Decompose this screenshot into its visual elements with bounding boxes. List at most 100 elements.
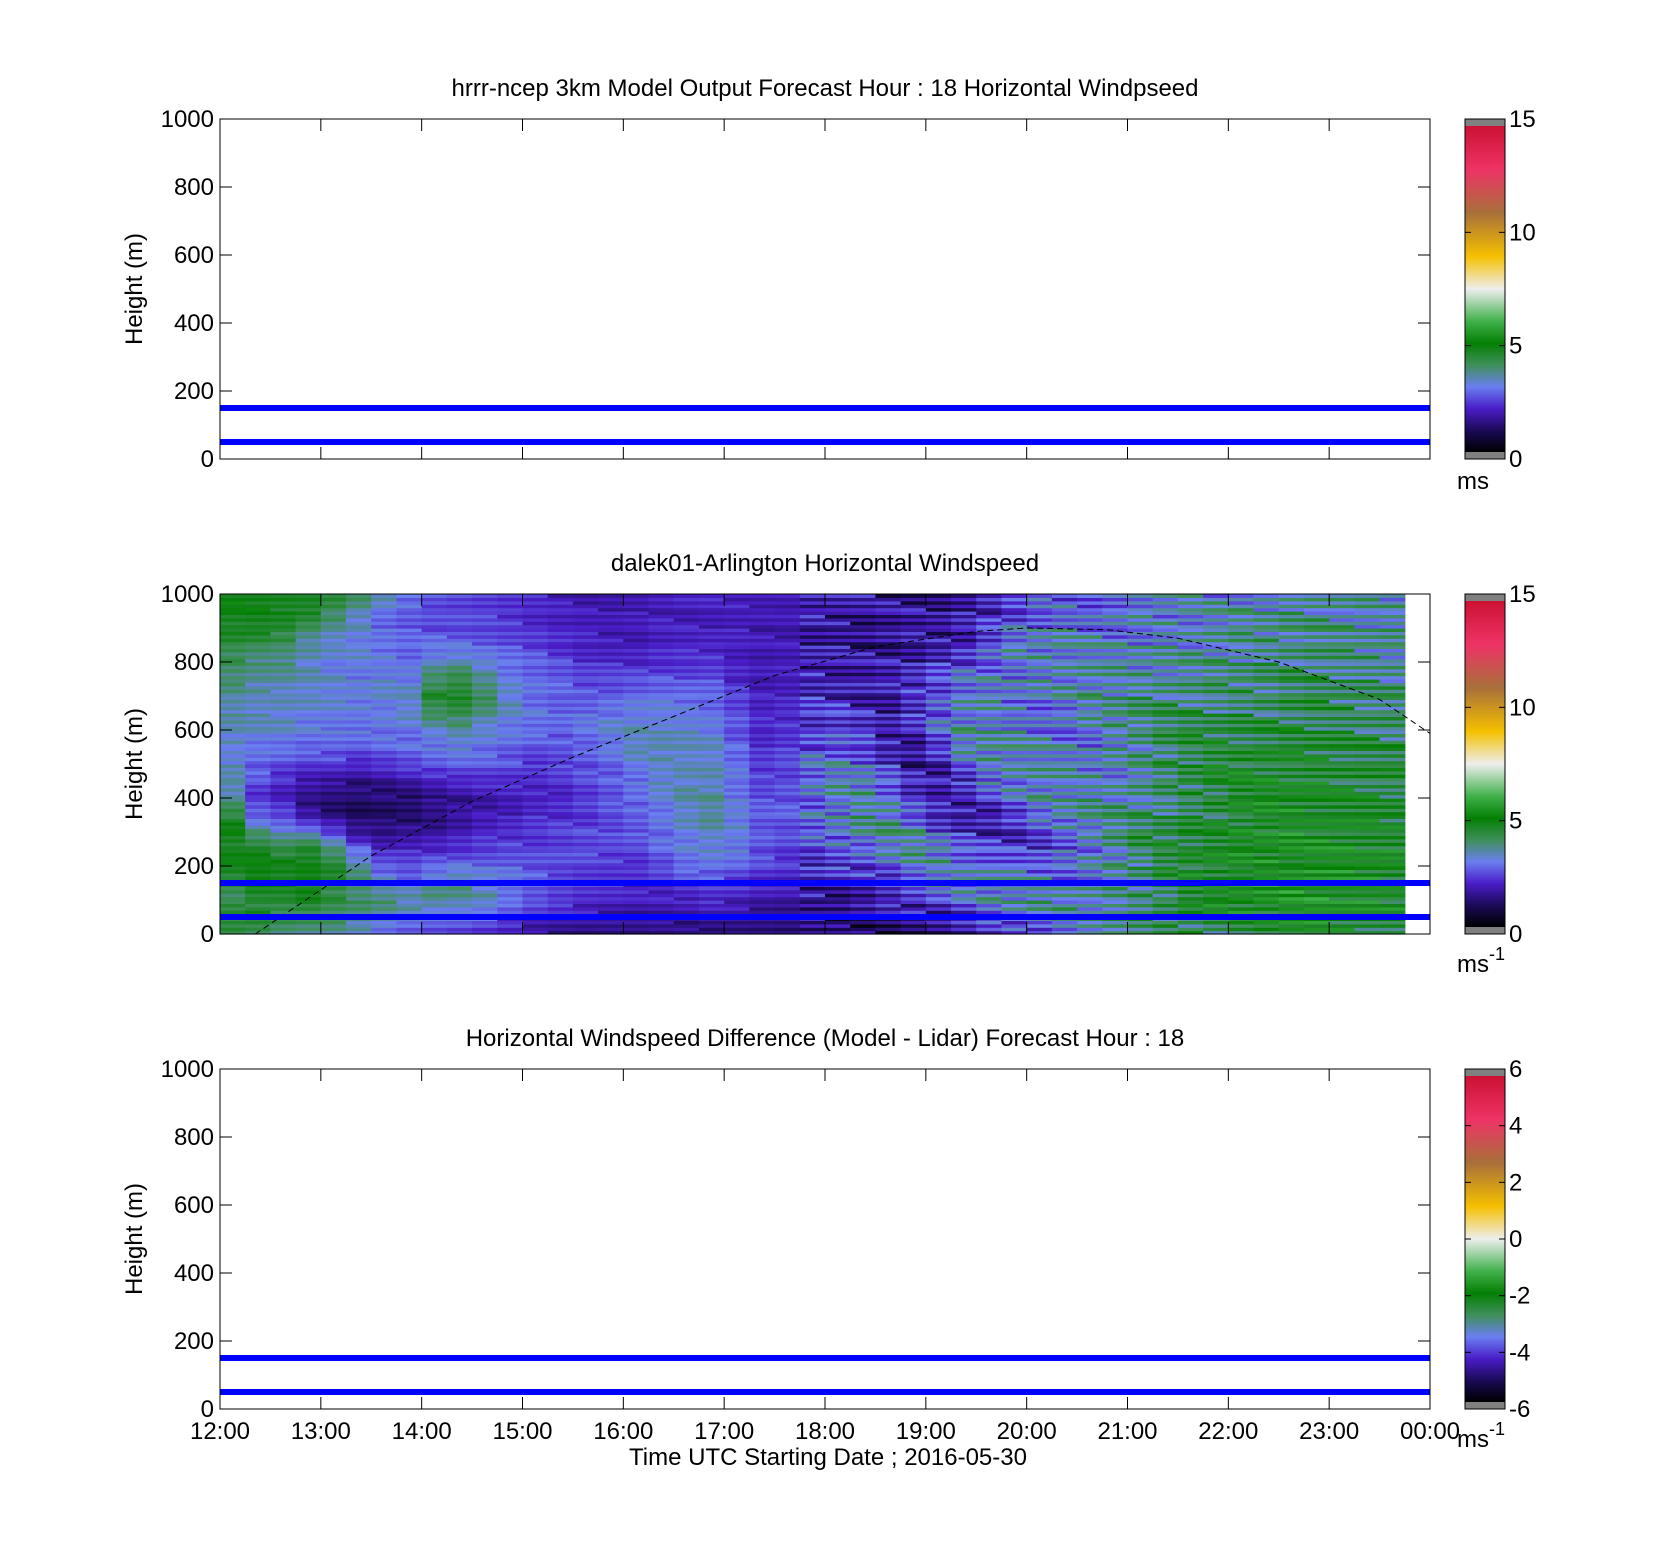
- heatmap-cell: [1253, 716, 1280, 721]
- colorbar-tick-label: 5: [1509, 808, 1522, 835]
- heatmap-cell: [623, 713, 650, 717]
- heatmap-cell: [547, 862, 574, 867]
- heatmap-cell: [673, 889, 700, 894]
- heatmap-cell: [245, 832, 272, 836]
- heatmap-cell: [1253, 645, 1280, 649]
- heatmap-cell: [976, 706, 1003, 711]
- heatmap-cell: [572, 845, 599, 850]
- heatmap-cell: [1203, 614, 1229, 619]
- heatmap-cell: [1051, 757, 1078, 762]
- heatmap-cell: [522, 804, 549, 809]
- heatmap-cell: [1127, 730, 1154, 734]
- heatmap-cell: [1077, 872, 1103, 877]
- heatmap-cell: [1177, 634, 1204, 639]
- heatmap-cell: [900, 696, 927, 700]
- heatmap-cell: [925, 852, 952, 857]
- heatmap-cell: [346, 893, 372, 898]
- heatmap-cell: [295, 808, 322, 813]
- heatmap-cell: [396, 791, 423, 796]
- heatmap-cell: [472, 597, 498, 602]
- heatmap-cell: [1329, 893, 1355, 898]
- heatmap-cell: [497, 900, 524, 904]
- heatmap-cell: [749, 716, 776, 721]
- heatmap-cell: [1203, 638, 1229, 643]
- heatmap-cell: [1077, 682, 1103, 687]
- heatmap-cell: [1354, 893, 1381, 898]
- heatmap-cell: [1278, 709, 1305, 714]
- heatmap-cell: [724, 706, 750, 711]
- heatmap-cell: [270, 821, 297, 826]
- heatmap-cell: [875, 832, 902, 836]
- heatmap-cell: [1077, 638, 1103, 643]
- heatmap-cell: [1303, 866, 1330, 870]
- heatmap-cell: [421, 638, 448, 643]
- heatmap-cell: [346, 767, 372, 772]
- heatmap-cell: [497, 852, 524, 857]
- heatmap-cell: [421, 665, 448, 670]
- heatmap-cell: [472, 804, 498, 809]
- heatmap-cell: [698, 702, 725, 707]
- heatmap-cell: [875, 672, 902, 677]
- heatmap-cell: [270, 594, 297, 598]
- x-tick-label: 17:00: [694, 1418, 754, 1445]
- heatmap-cell: [295, 655, 322, 660]
- heatmap-cell: [1077, 893, 1103, 898]
- heatmap-cell: [1152, 675, 1179, 680]
- heatmap-cell: [648, 675, 675, 680]
- heatmap-cell: [497, 804, 524, 809]
- heatmap-cell: [472, 634, 498, 639]
- heatmap-cell: [774, 808, 801, 813]
- heatmap-cell: [1152, 787, 1179, 792]
- heatmap-cell: [724, 825, 750, 830]
- heatmap-cell: [875, 597, 902, 602]
- heatmap-cell: [925, 886, 952, 891]
- heatmap-cell: [1152, 648, 1179, 653]
- heatmap-cell: [673, 607, 700, 612]
- heatmap-cell: [623, 764, 650, 768]
- heatmap-cell: [1303, 811, 1330, 816]
- heatmap-cell: [724, 716, 750, 721]
- heatmap-cell: [623, 645, 650, 649]
- heatmap-cell: [1303, 845, 1330, 850]
- heatmap-cell: [799, 747, 826, 751]
- heatmap-cell: [497, 716, 524, 721]
- heatmap-cell: [900, 740, 927, 745]
- heatmap-cell: [421, 696, 448, 700]
- heatmap-cell: [1026, 804, 1053, 809]
- heatmap-cell: [1379, 696, 1406, 700]
- heatmap-cell: [1001, 835, 1028, 840]
- heatmap-cell: [1177, 770, 1204, 775]
- heatmap-cell: [774, 804, 801, 809]
- heatmap-cell: [774, 920, 801, 925]
- heatmap-cell: [1354, 597, 1381, 602]
- heatmap-cell: [724, 675, 750, 680]
- heatmap-cell: [1253, 638, 1280, 643]
- heatmap-cell: [371, 634, 398, 639]
- heatmap-cell: [1203, 672, 1229, 677]
- heatmap-cell: [1026, 747, 1053, 751]
- heatmap-cell: [421, 607, 448, 612]
- heatmap-cell: [1278, 910, 1305, 915]
- heatmap-cell: [346, 607, 372, 612]
- heatmap-cell: [1051, 685, 1078, 690]
- heatmap-cell: [724, 930, 750, 935]
- heatmap-cell: [799, 794, 826, 799]
- heatmap-cell: [900, 876, 927, 881]
- heatmap-cell: [724, 655, 750, 660]
- heatmap-cell: [245, 600, 272, 605]
- heatmap-cell: [396, 655, 423, 660]
- heatmap-cell: [850, 685, 877, 690]
- heatmap-cell: [1102, 750, 1129, 755]
- heatmap-cell: [673, 866, 700, 870]
- heatmap-cell: [1127, 869, 1154, 874]
- heatmap-cell: [1228, 893, 1255, 898]
- heatmap-cell: [446, 648, 473, 653]
- heatmap-cell: [396, 631, 423, 636]
- heatmap-cell: [673, 781, 700, 785]
- heatmap-cell: [270, 696, 297, 700]
- heatmap-cell: [698, 852, 725, 857]
- heatmap-cell: [497, 859, 524, 864]
- heatmap-cell: [850, 716, 877, 721]
- heatmap-cell: [951, 784, 977, 789]
- heatmap-cell: [396, 849, 423, 853]
